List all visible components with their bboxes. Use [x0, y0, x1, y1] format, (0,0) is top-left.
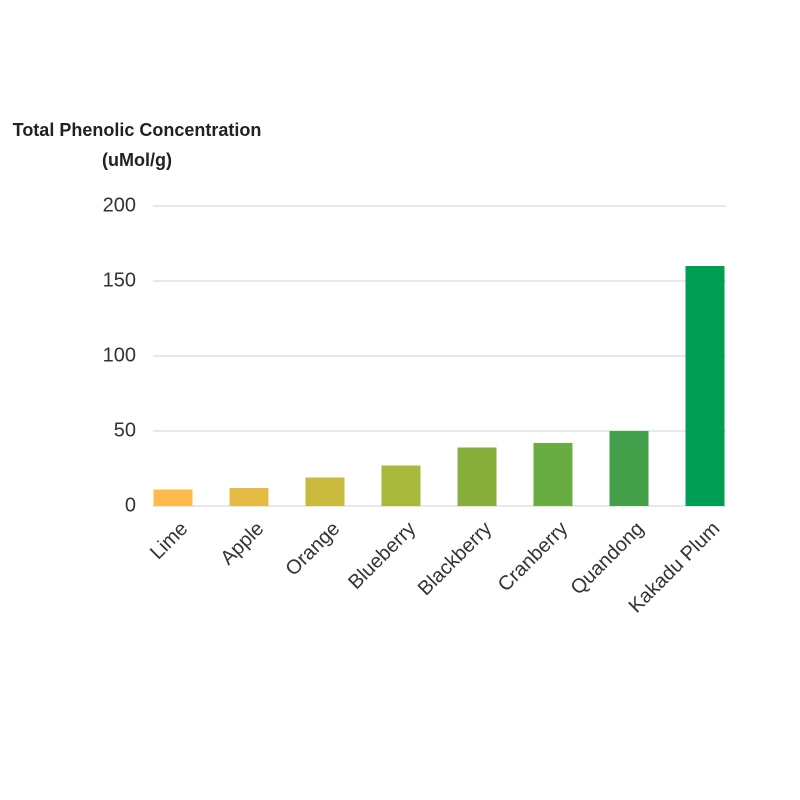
bar	[153, 489, 193, 506]
x-tick-label: Apple	[217, 518, 269, 570]
x-tick-label: Lime	[146, 518, 192, 564]
bar	[229, 488, 269, 506]
bar	[533, 443, 573, 506]
y-tick-label: 200	[103, 194, 136, 216]
y-tick-label: 50	[114, 419, 136, 441]
y-tick-label: 100	[103, 344, 136, 366]
bar	[381, 465, 421, 506]
x-tick-label: Quandong	[567, 518, 649, 600]
x-tick-label: Cranberry	[494, 518, 572, 596]
x-tick-label: Blackberry	[414, 518, 496, 600]
y-tick-label: 0	[125, 494, 136, 516]
chart-title: Total Phenolic Concentration (uMol/g)	[12, 120, 262, 170]
x-tick-label: Orange	[282, 518, 345, 581]
bar	[609, 431, 649, 506]
bar	[685, 266, 725, 506]
y-tick-label: 150	[103, 269, 136, 291]
bar	[457, 447, 497, 506]
bar	[305, 477, 345, 506]
x-tick-label: Blueberry	[344, 518, 420, 594]
